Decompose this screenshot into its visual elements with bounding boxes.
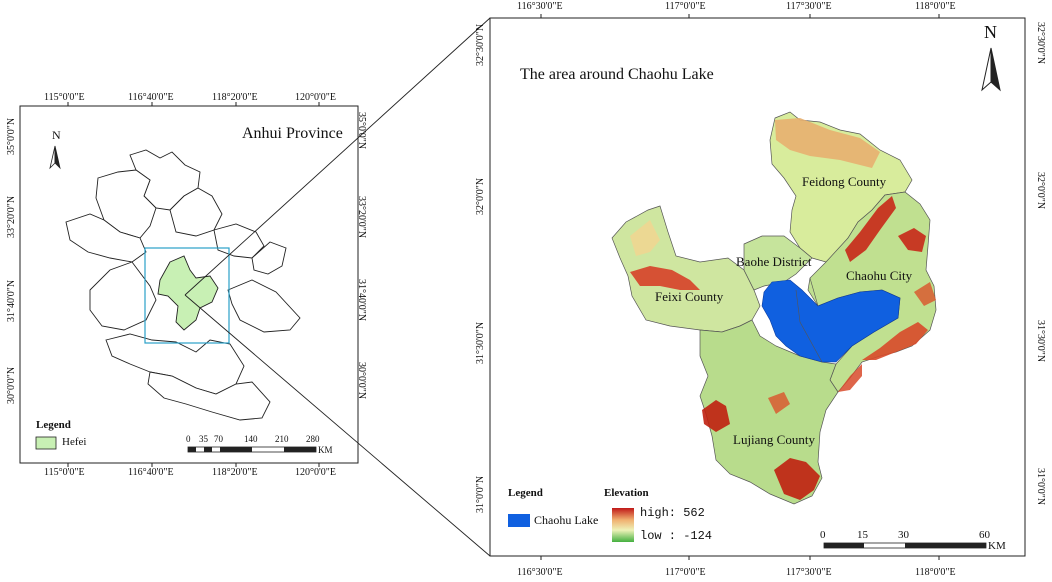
district-southeast [227,279,301,333]
right-top-tick-1: 116°30'0"E [517,1,563,12]
left-map-frame [19,105,359,464]
left-map-title: Anhui Province [242,125,343,142]
left-top-tick-4: 120°0'0"E [295,92,336,103]
left-top-tick-1: 115°0'0"E [44,92,85,103]
right-scalebar [823,542,987,549]
district-far-south [147,371,271,421]
chaohu-lake [761,279,901,363]
right-scale-unit: KM [988,540,1006,552]
left-north-arrow [49,145,61,170]
left-legend-item: Hefei [62,436,87,448]
right-scale-label-3: 60 [979,529,990,541]
left-scale-label-5: 280 [306,434,320,444]
right-scale-label-1: 15 [857,529,868,541]
right-north-label: N [984,22,997,42]
district-south [105,333,245,395]
leader-line-top [184,17,491,296]
right-scale-label-2: 30 [898,529,909,541]
left-north-label: N [52,128,61,142]
right-bottom-tick-4: 118°0'0"E [915,567,956,578]
right-map-frame [489,17,1026,557]
label-lujiang: Lujiang County [733,432,815,447]
label-baohe: Baohe District [736,254,812,269]
elevation-legend-title: Elevation [604,487,649,499]
right-top-tick-4: 118°0'0"E [915,1,956,12]
right-map-tickmarks [540,14,940,560]
elevation-highlights [630,118,936,500]
leader-line-bottom [184,294,491,557]
label-feixi: Feixi County [655,289,724,304]
right-bottom-tick-3: 117°30'0"E [786,567,832,578]
baohe-region [743,235,813,291]
district-northwest [95,169,157,239]
anhui-districts [65,149,301,421]
left-scalebar [187,446,317,453]
right-north-arrow [981,47,1001,92]
left-bottom-tick-1: 115°0'0"E [44,467,85,478]
left-scale-label-2: 70 [214,434,223,444]
right-bottom-tick-2: 117°0'0"E [665,567,706,578]
left-legend-title: Legend [36,419,71,431]
left-map-tickmarks [67,102,320,467]
lake-boundaries [795,277,823,363]
label-feidong: Feidong County [802,174,887,189]
left-scale-label-0: 0 [186,434,191,444]
hefei-legend-swatch [35,436,57,450]
left-scale-label-3: 140 [244,434,258,444]
left-scale-unit: KM [318,445,333,455]
district-east1 [213,223,265,259]
elevation-low-label: low : -124 [640,529,713,543]
right-legend-title: Legend [508,487,543,499]
lake-legend-label: Chaohu Lake [534,513,599,527]
left-scale-label-4: 210 [275,434,289,444]
elevation-high-label: high: 562 [640,506,705,520]
district-southwest [89,261,157,331]
study-area-rect [144,247,230,344]
right-top-tick-3: 117°30'0"E [786,1,832,12]
right-scale-label-0: 0 [820,529,826,541]
hefei-region [157,255,219,331]
elevation-legend-ramp [612,508,634,542]
left-bottom-tick-4: 120°0'0"E [295,467,336,478]
left-bottom-tick-2: 116°40'0"E [128,467,174,478]
left-top-tick-2: 116°40'0"E [128,92,174,103]
right-top-tick-2: 117°0'0"E [665,1,706,12]
left-top-tick-3: 118°20'0"E [212,92,258,103]
right-map-title: The area around Chaohu Lake [520,66,714,83]
district-west [65,213,147,263]
label-chaohu-city: Chaohu City [846,268,913,283]
left-scale-label-1: 35 [199,434,208,444]
left-bottom-tick-3: 118°20'0"E [212,467,258,478]
lake-legend-swatch [508,514,530,527]
right-bottom-tick-1: 116°30'0"E [517,567,563,578]
district-east2 [251,241,287,275]
